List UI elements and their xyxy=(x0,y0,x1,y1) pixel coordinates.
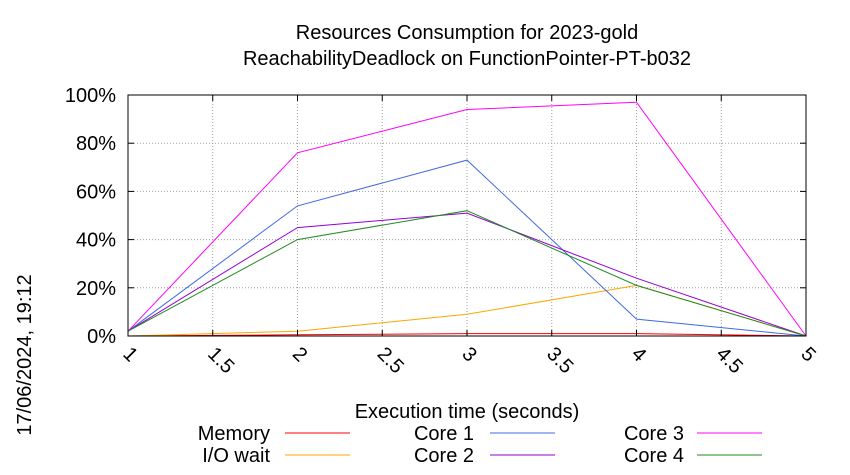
x-tick-labels: 1 1.5 2 2.5 3 3.5 4 4.5 5 xyxy=(118,343,819,378)
y-tick-label: 100% xyxy=(65,85,116,107)
chart-title: Resources Consumption for 2023-gold xyxy=(296,22,638,44)
x-tick-label: 1 xyxy=(118,343,141,366)
series-line-core-4 xyxy=(127,210,807,337)
legend-label-memory: Memory xyxy=(198,423,270,445)
legend-label-i-o-wait: I/O wait xyxy=(202,445,270,467)
y-tick-label: 20% xyxy=(76,278,116,300)
x-tick-label: 3 xyxy=(457,343,480,366)
x-tick-label: 1.5 xyxy=(203,343,238,378)
tick-marks xyxy=(127,94,807,337)
series-line-core-2 xyxy=(127,212,807,337)
x-tick-label: 2 xyxy=(288,343,311,366)
x-axis-label: Execution time (seconds) xyxy=(355,401,580,423)
chart-subtitle: ReachabilityDeadlock on FunctionPointer-… xyxy=(243,48,691,70)
x-tick-label: 4 xyxy=(627,343,650,366)
y-tick-label: 40% xyxy=(76,230,116,252)
timestamp: 17/06/2024, 19:12 xyxy=(14,274,36,435)
y-tick-label: 80% xyxy=(76,133,116,155)
series-line-core-1 xyxy=(127,159,807,337)
legend-label-core-1: Core 1 xyxy=(414,423,474,445)
legend-label-core-4: Core 4 xyxy=(624,445,684,467)
y-tick-label: 0% xyxy=(87,326,116,348)
y-tick-labels: 0% 20% 40% 60% 80% 100% xyxy=(65,85,116,348)
y-tick-label: 60% xyxy=(76,181,116,203)
x-tick-label: 4.5 xyxy=(712,343,747,378)
x-tick-label: 3.5 xyxy=(542,343,577,378)
legend-label-core-2: Core 2 xyxy=(414,445,474,467)
x-tick-label: 5 xyxy=(796,343,819,366)
x-tick-label: 2.5 xyxy=(373,343,408,378)
series-line-i-o-wait xyxy=(127,284,807,337)
legend-label-core-3: Core 3 xyxy=(624,423,684,445)
grid-lines xyxy=(128,95,806,336)
series-line-core-3 xyxy=(127,101,807,337)
